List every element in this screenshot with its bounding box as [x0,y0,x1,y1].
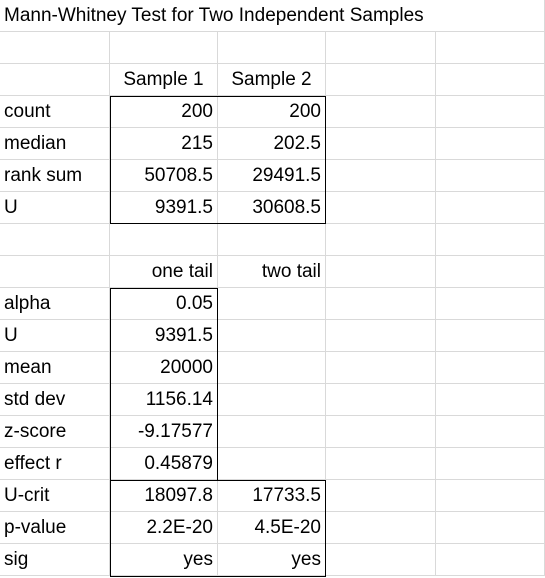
row-label-alpha[interactable]: alpha [0,288,110,320]
u-one-tail[interactable]: 9391.5 [110,320,218,352]
cell[interactable] [326,448,436,480]
cell[interactable] [326,416,436,448]
cell[interactable] [326,96,436,128]
cell[interactable] [436,128,545,160]
z-score-one-tail[interactable]: -9.17577 [110,416,218,448]
header-two-tail[interactable]: two tail [218,256,326,288]
mean-one-tail[interactable]: 20000 [110,352,218,384]
cell[interactable] [436,544,545,576]
u-sample-1[interactable]: 9391.5 [110,192,218,224]
row-label-u-crit[interactable]: U-crit [0,480,110,512]
mean-two-tail[interactable] [218,352,326,384]
row-label-z-score[interactable]: z-score [0,416,110,448]
row-label-mean[interactable]: mean [0,352,110,384]
row-label-effect-r[interactable]: effect r [0,448,110,480]
cell[interactable] [0,64,110,96]
alpha-one-tail[interactable]: 0.05 [110,288,218,320]
row-label-u-test[interactable]: U [0,320,110,352]
cell[interactable] [326,128,436,160]
cell[interactable] [0,256,110,288]
count-sample-1[interactable]: 200 [110,96,218,128]
u-crit-two-tail[interactable]: 17733.5 [218,480,326,512]
count-sample-2[interactable]: 200 [218,96,326,128]
p-value-one-tail[interactable]: 2.2E-20 [110,512,218,544]
row-label-count[interactable]: count [0,96,110,128]
row-label-sig[interactable]: sig [0,544,110,576]
cell[interactable] [436,192,545,224]
cell[interactable] [326,512,436,544]
u-two-tail[interactable] [218,320,326,352]
header-sample-2[interactable]: Sample 2 [218,64,326,96]
cell[interactable] [436,160,545,192]
header-sample-1[interactable]: Sample 1 [110,64,218,96]
sig-one-tail[interactable]: yes [110,544,218,576]
cell[interactable] [326,288,436,320]
rank-sum-sample-2[interactable]: 29491.5 [218,160,326,192]
cell[interactable] [326,320,436,352]
cell[interactable] [326,192,436,224]
cell[interactable] [326,64,436,96]
row-label-rank-sum[interactable]: rank sum [0,160,110,192]
cell[interactable] [436,256,545,288]
cell[interactable] [436,512,545,544]
cell[interactable] [436,64,545,96]
row-label-p-value[interactable]: p-value [0,512,110,544]
cell[interactable] [436,32,545,64]
cell[interactable] [218,32,326,64]
cell[interactable] [436,384,545,416]
std-dev-two-tail[interactable] [218,384,326,416]
row-label-median[interactable]: median [0,128,110,160]
z-score-two-tail[interactable] [218,416,326,448]
cell[interactable] [110,224,218,256]
row-label-std-dev[interactable]: std dev [0,384,110,416]
cell[interactable] [326,544,436,576]
cell[interactable] [436,352,545,384]
cell[interactable] [326,160,436,192]
cell[interactable] [326,32,436,64]
cell[interactable] [218,224,326,256]
cell[interactable] [436,96,545,128]
alpha-two-tail[interactable] [218,288,326,320]
cell[interactable] [436,224,545,256]
cell[interactable] [436,320,545,352]
effect-r-two-tail[interactable] [218,448,326,480]
effect-r-one-tail[interactable]: 0.45879 [110,448,218,480]
cell[interactable] [326,256,436,288]
cell[interactable] [110,32,218,64]
p-value-two-tail[interactable]: 4.5E-20 [218,512,326,544]
cell[interactable] [0,32,110,64]
cell[interactable] [326,384,436,416]
rank-sum-sample-1[interactable]: 50708.5 [110,160,218,192]
row-label-u[interactable]: U [0,192,110,224]
cell[interactable] [436,416,545,448]
sig-two-tail[interactable]: yes [218,544,326,576]
cell[interactable] [436,288,545,320]
median-sample-2[interactable]: 202.5 [218,128,326,160]
header-one-tail[interactable]: one tail [110,256,218,288]
cell[interactable] [326,352,436,384]
cell[interactable] [436,448,545,480]
cell[interactable] [436,480,545,512]
u-crit-one-tail[interactable]: 18097.8 [110,480,218,512]
sheet-title[interactable]: Mann-Whitney Test for Two Independent Sa… [0,0,545,32]
cell[interactable] [326,224,436,256]
cell[interactable] [326,480,436,512]
cell[interactable] [0,224,110,256]
u-sample-2[interactable]: 30608.5 [218,192,326,224]
median-sample-1[interactable]: 215 [110,128,218,160]
std-dev-one-tail[interactable]: 1156.14 [110,384,218,416]
